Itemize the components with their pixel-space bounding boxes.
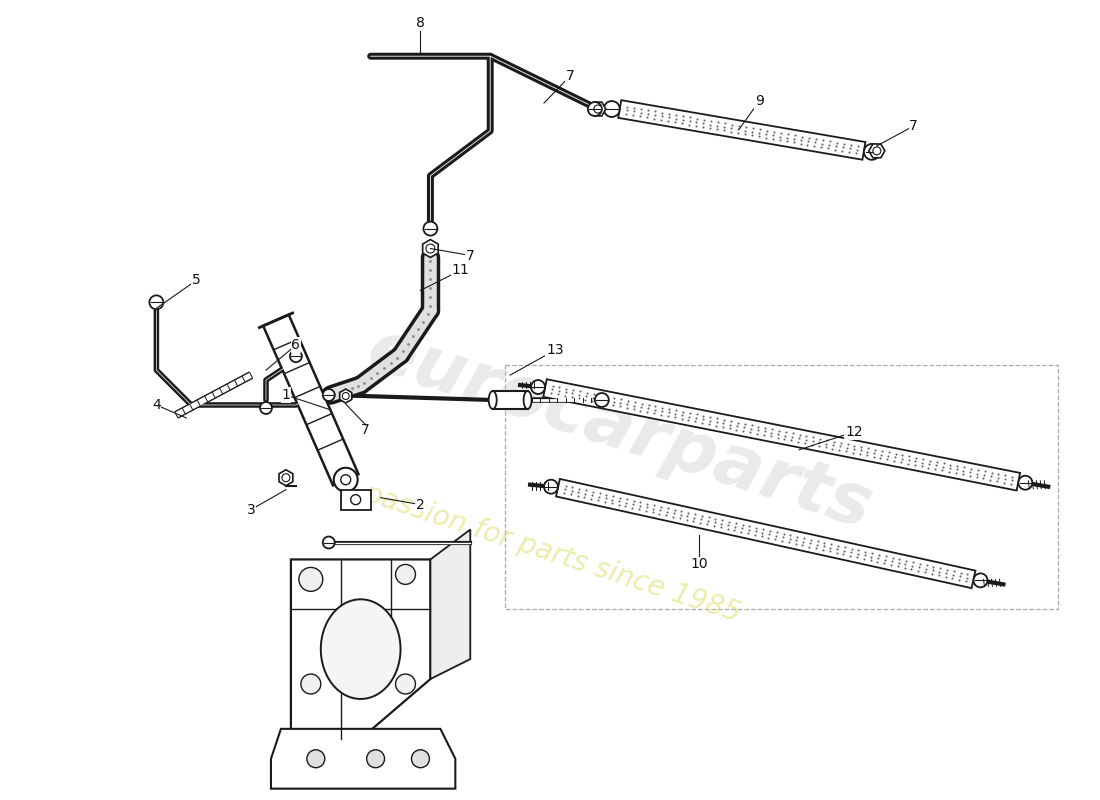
Polygon shape <box>590 102 606 116</box>
Text: 4: 4 <box>152 398 161 412</box>
Text: 7: 7 <box>565 69 574 83</box>
Circle shape <box>974 574 988 587</box>
Ellipse shape <box>321 599 400 699</box>
Polygon shape <box>279 470 293 486</box>
Circle shape <box>873 147 881 155</box>
Polygon shape <box>430 530 471 679</box>
Polygon shape <box>290 559 430 739</box>
Circle shape <box>1019 476 1032 490</box>
Text: a passion for parts since 1985: a passion for parts since 1985 <box>337 471 744 628</box>
Text: 9: 9 <box>755 94 763 108</box>
Circle shape <box>864 144 880 160</box>
Circle shape <box>301 674 321 694</box>
Circle shape <box>544 480 558 494</box>
Text: 8: 8 <box>416 16 425 30</box>
Circle shape <box>594 105 602 113</box>
Text: 7: 7 <box>361 423 370 437</box>
Circle shape <box>531 380 544 394</box>
Circle shape <box>333 468 358 492</box>
Circle shape <box>604 101 619 117</box>
Circle shape <box>322 389 334 401</box>
Text: 11: 11 <box>451 263 470 278</box>
Circle shape <box>411 750 429 768</box>
Text: 12: 12 <box>845 425 862 439</box>
Ellipse shape <box>488 391 497 409</box>
Circle shape <box>150 295 163 310</box>
Text: 10: 10 <box>691 558 708 571</box>
Polygon shape <box>618 100 866 160</box>
Circle shape <box>587 102 602 116</box>
Text: 5: 5 <box>191 274 200 287</box>
Circle shape <box>282 474 290 482</box>
Polygon shape <box>493 391 528 409</box>
Circle shape <box>396 674 416 694</box>
Circle shape <box>424 222 438 235</box>
Polygon shape <box>543 379 1020 490</box>
Polygon shape <box>263 314 359 486</box>
Circle shape <box>426 244 434 253</box>
Text: 6: 6 <box>292 338 300 352</box>
Text: 1: 1 <box>282 388 290 402</box>
Polygon shape <box>869 144 884 158</box>
Text: 3: 3 <box>246 502 255 517</box>
Circle shape <box>595 393 608 407</box>
Circle shape <box>322 537 334 549</box>
Text: 7: 7 <box>910 119 918 133</box>
Circle shape <box>366 750 385 768</box>
Text: 7: 7 <box>466 249 475 262</box>
Text: eurocarparts: eurocarparts <box>359 316 881 544</box>
Circle shape <box>341 474 351 485</box>
Circle shape <box>342 393 349 399</box>
Ellipse shape <box>524 391 531 409</box>
Polygon shape <box>341 490 371 510</box>
Text: 13: 13 <box>547 343 564 357</box>
Polygon shape <box>340 389 352 403</box>
Circle shape <box>351 494 361 505</box>
Circle shape <box>260 402 272 414</box>
Circle shape <box>307 750 324 768</box>
Circle shape <box>290 350 301 362</box>
Text: 2: 2 <box>416 498 425 512</box>
Polygon shape <box>556 479 976 588</box>
Circle shape <box>299 567 322 591</box>
Polygon shape <box>271 729 455 789</box>
Circle shape <box>396 565 416 584</box>
Polygon shape <box>422 239 438 258</box>
